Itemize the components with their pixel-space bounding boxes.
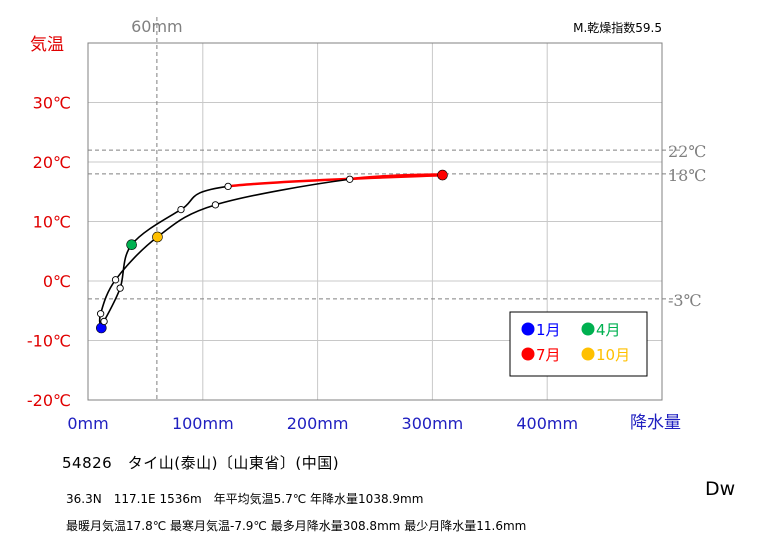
- legend-marker-1: [521, 322, 535, 336]
- legend-label-1: 1月: [536, 321, 561, 339]
- month-point-12: [96, 310, 105, 318]
- climate-path-segment: [156, 204, 216, 238]
- legend-marker-10: [581, 347, 595, 361]
- y-tick-label: -20℃: [27, 391, 71, 410]
- climate-path-segment: [103, 287, 121, 322]
- legend: 1月 4月 7月 10月: [509, 311, 648, 377]
- legend-box: [509, 311, 648, 377]
- x-tick-label: 300mm: [402, 414, 464, 433]
- month-marker-10: [152, 231, 163, 243]
- climate-path-segment: [180, 185, 229, 211]
- month-point-8: [346, 175, 354, 183]
- month-point-11: [111, 276, 120, 284]
- y-tick-label: 30℃: [33, 94, 71, 113]
- y-tick-label: 10℃: [33, 213, 71, 232]
- y-tick-label: -10℃: [27, 332, 71, 351]
- month-point-3: [116, 284, 124, 292]
- month-point-6: [224, 182, 232, 191]
- month-markers: [96, 169, 448, 334]
- reference-label-temp: -3℃: [668, 291, 701, 310]
- station-info-line-1: 36.3N 117.1E 1536m 年平均気温5.7℃ 年降水量1038.9m…: [66, 492, 424, 506]
- reference-label-precip: 60mm: [131, 17, 183, 36]
- month-marker-7: [437, 169, 448, 181]
- dryness-index: M.乾燥指数59.5: [573, 20, 662, 35]
- reference-label-temp: 22℃: [668, 142, 706, 161]
- station-info-line-2: 最暖月気温17.8℃ 最寒月気温-7.9℃ 最多月降水量308.8mm 最少月降…: [66, 519, 527, 533]
- y-tick-label: 20℃: [33, 153, 71, 172]
- climate-path-segment: [99, 279, 117, 314]
- reference-label-temp: 18℃: [668, 166, 706, 185]
- legend-marker-7: [521, 347, 535, 361]
- x-tick-label: 400mm: [516, 414, 578, 433]
- month-marker-4: [126, 239, 137, 251]
- x-axis-title: 降水量: [630, 413, 681, 433]
- climate-path: [98, 173, 447, 330]
- legend-label-10: 10月: [596, 346, 630, 364]
- month-point-9: [211, 201, 220, 209]
- climate-class: Dw: [705, 478, 736, 500]
- month-point-5: [177, 205, 185, 214]
- reference-lines: 60mm 22℃ 18℃ -3℃: [88, 17, 706, 400]
- x-tick-label: 0mm: [67, 414, 108, 433]
- legend-label-7: 7月: [536, 346, 561, 364]
- legend-marker-4: [581, 322, 595, 336]
- x-tick-label: 100mm: [172, 414, 234, 433]
- station-name: 54826 タイ山(泰山)〔山東省〕(中国): [62, 454, 340, 472]
- month-point-2: [100, 317, 108, 326]
- y-tick-label: 0℃: [43, 272, 71, 291]
- grid: [88, 43, 662, 400]
- climate-path-segment: [215, 178, 350, 206]
- axes-text: -20℃ -10℃ 0℃ 10℃ 20℃ 30℃ 0mm 100mm 200mm 300mm 400…: [27, 94, 578, 434]
- x-tick-label: 200mm: [287, 414, 349, 433]
- y-axis-title: 気温: [30, 35, 64, 55]
- legend-label-4: 4月: [596, 321, 621, 339]
- plot-frame: [87, 42, 663, 401]
